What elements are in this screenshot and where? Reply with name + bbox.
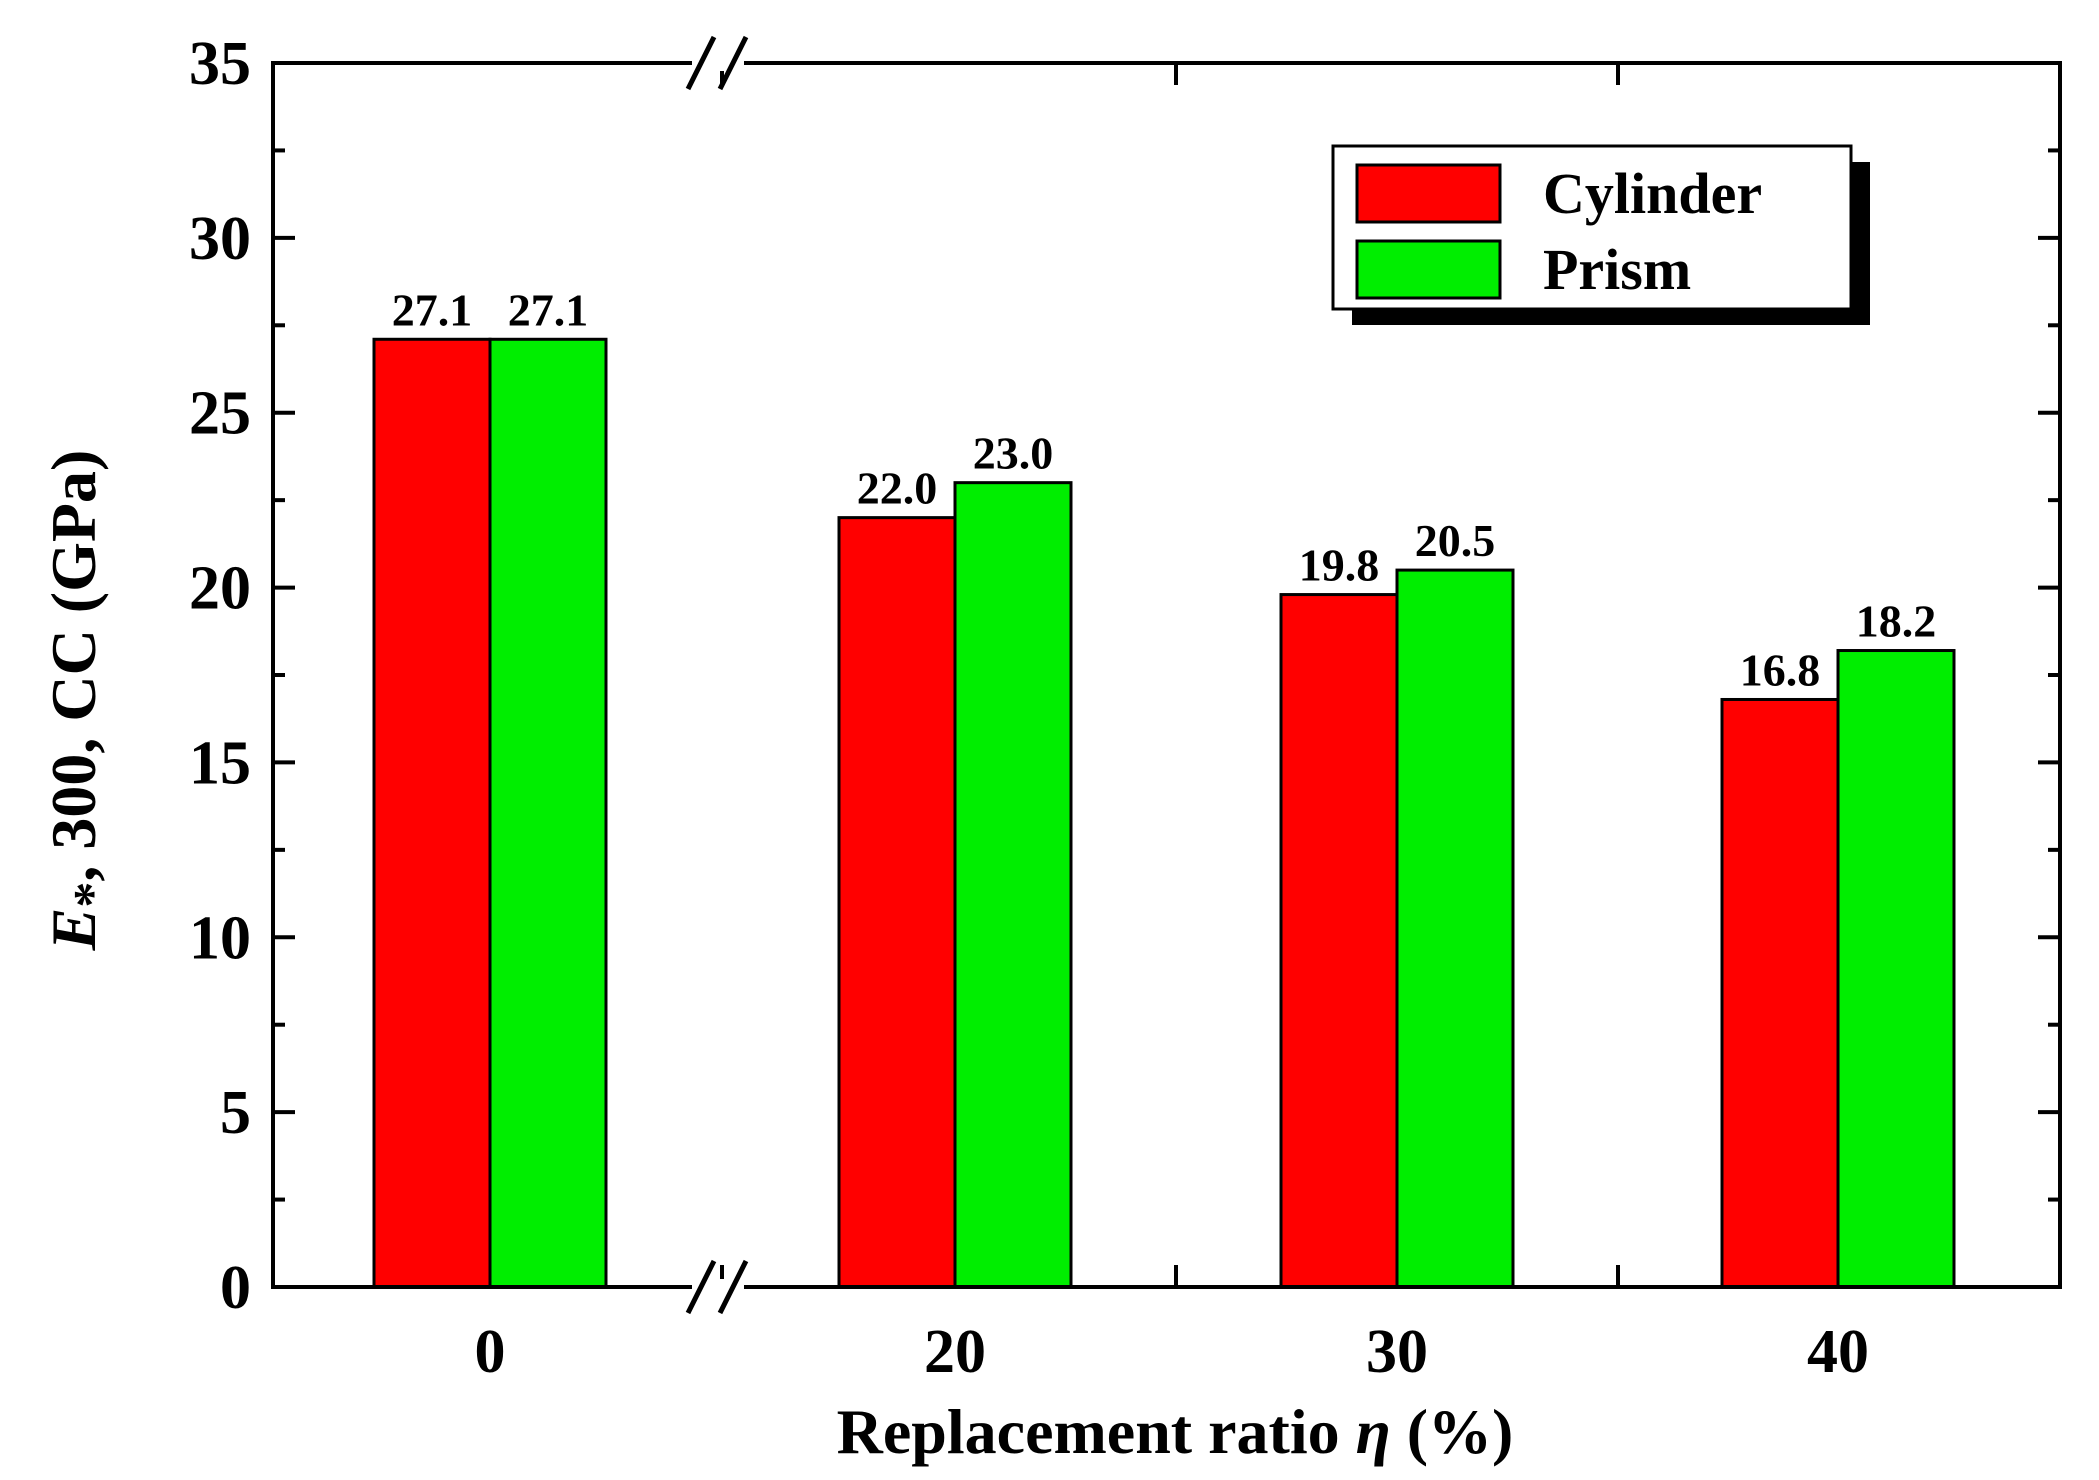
value-label-prism-20: 23.0	[973, 428, 1054, 479]
value-label-prism-30: 20.5	[1415, 515, 1496, 566]
legend-swatch-prism	[1355, 239, 1502, 300]
axis-break-slash	[685, 1259, 717, 1315]
y-tick-label-5: 5	[220, 1079, 251, 1147]
bar-prism-30	[1395, 568, 1515, 1289]
chart-marks: 27.1 22.0 19.8 16.8 27.1 23.0 20.5 18.2 0 5 10 15 20…	[189, 30, 2062, 1386]
legend: Cylinder Prism	[1331, 144, 1870, 325]
x-tick-label-30: 30	[1366, 1318, 1428, 1386]
legend-label-cylinder: Cylinder	[1543, 161, 1762, 226]
y-tick-label-30: 30	[189, 205, 251, 273]
x-tick-label-0: 0	[475, 1318, 506, 1386]
y-tick-label-0: 0	[220, 1254, 251, 1322]
x-tick-label-40: 40	[1807, 1318, 1869, 1386]
x-axis-title: Replacement ratio η (%)	[837, 1396, 1514, 1467]
y-tick-label-25: 25	[189, 380, 251, 448]
y-tick-label-10: 10	[189, 904, 251, 972]
legend-swatch-cylinder	[1355, 163, 1502, 224]
bar-cylinder-40	[1720, 697, 1840, 1289]
bar-cylinder-30	[1279, 593, 1399, 1289]
bar-prism-20	[953, 481, 1073, 1289]
axis-break-slash	[717, 35, 749, 91]
y-axis-title: E*, 300, CC (GPa)	[38, 450, 121, 952]
value-label-cylinder-0: 27.1	[392, 284, 473, 335]
value-label-cylinder-40: 16.8	[1740, 644, 1821, 695]
value-label-prism-0: 27.1	[508, 284, 589, 335]
y-tick-label-35: 35	[189, 30, 251, 98]
value-label-cylinder-30: 19.8	[1299, 540, 1380, 591]
bar-prism-40	[1836, 649, 1956, 1289]
y-tick-label-15: 15	[189, 729, 251, 797]
bar-cylinder-0	[372, 337, 492, 1289]
bar-prism-0	[488, 337, 608, 1289]
legend-label-prism: Prism	[1543, 237, 1691, 302]
x-tick-label-20: 20	[924, 1318, 986, 1386]
value-label-cylinder-20: 22.0	[857, 463, 938, 514]
y-tick-label-20: 20	[189, 555, 251, 623]
axis-break-slash	[717, 1259, 749, 1315]
bar-cylinder-20	[837, 516, 957, 1289]
value-label-prism-40: 18.2	[1856, 596, 1937, 647]
axis-break-slash	[685, 35, 717, 91]
